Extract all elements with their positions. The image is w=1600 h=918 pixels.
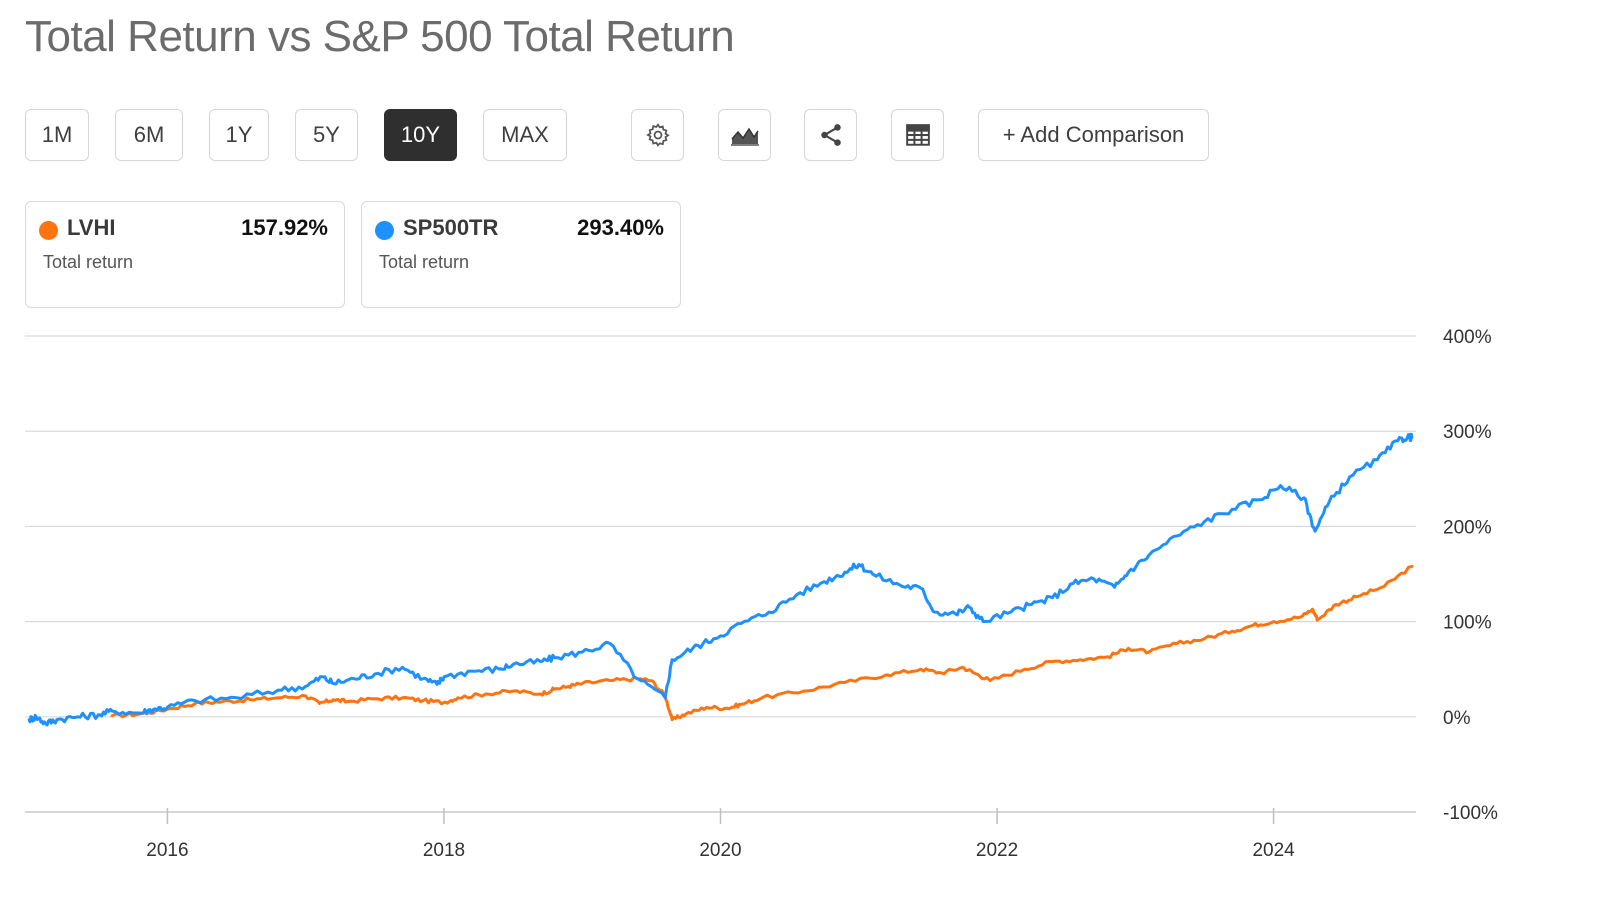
x-tick-label: 2020 xyxy=(699,840,741,861)
lvhi-ticker: LVHI xyxy=(67,215,116,240)
sp500tr-summary-card[interactable]: SP500TR 293.40% Total return xyxy=(361,201,681,308)
period-button-10y[interactable]: 10Y xyxy=(384,109,457,161)
y-tick-label: 100% xyxy=(1443,613,1492,634)
x-tick-label: 2022 xyxy=(976,840,1018,861)
add-comparison-button[interactable]: + Add Comparison xyxy=(978,109,1209,161)
sp500tr-total-return-value: 293.40% xyxy=(577,215,664,240)
y-tick-label: 400% xyxy=(1443,327,1492,348)
series-line-sp500tr xyxy=(27,432,1414,727)
y-tick-label: 200% xyxy=(1443,517,1492,538)
settings-button[interactable] xyxy=(631,109,684,161)
period-button-1y[interactable]: 1Y xyxy=(209,109,269,161)
table-icon xyxy=(905,124,930,146)
y-tick-label: 300% xyxy=(1443,422,1492,443)
period-button-max[interactable]: MAX xyxy=(483,109,567,161)
share-button[interactable] xyxy=(804,109,857,161)
gear-icon xyxy=(645,123,670,147)
chart-type-button[interactable] xyxy=(718,109,771,161)
period-button-5y[interactable]: 5Y xyxy=(295,109,358,161)
lvhi-color-dot xyxy=(39,221,58,240)
x-tick-label: 2024 xyxy=(1252,840,1295,861)
x-tick-label: 2016 xyxy=(146,840,188,861)
lvhi-summary-card[interactable]: LVHI 157.92% Total return xyxy=(25,201,345,308)
y-tick-label: 0% xyxy=(1443,708,1471,729)
y-tick-label: -100% xyxy=(1443,803,1498,824)
lvhi-total-return-value: 157.92% xyxy=(241,215,328,240)
lvhi-total-return-label: Total return xyxy=(43,252,134,272)
x-tick-label: 2018 xyxy=(423,840,465,861)
sp500tr-total-return-label: Total return xyxy=(379,252,470,272)
share-icon xyxy=(820,124,841,146)
table-button[interactable] xyxy=(891,109,944,161)
sp500tr-color-dot xyxy=(375,221,394,240)
series-line-lvhi xyxy=(110,564,1414,722)
period-button-1m[interactable]: 1M xyxy=(25,109,89,161)
sp500tr-ticker: SP500TR xyxy=(403,215,499,240)
page-title: Total Return vs S&P 500 Total Return xyxy=(25,12,735,61)
period-button-6m[interactable]: 6M xyxy=(115,109,183,161)
mountain-chart-icon xyxy=(730,127,759,146)
